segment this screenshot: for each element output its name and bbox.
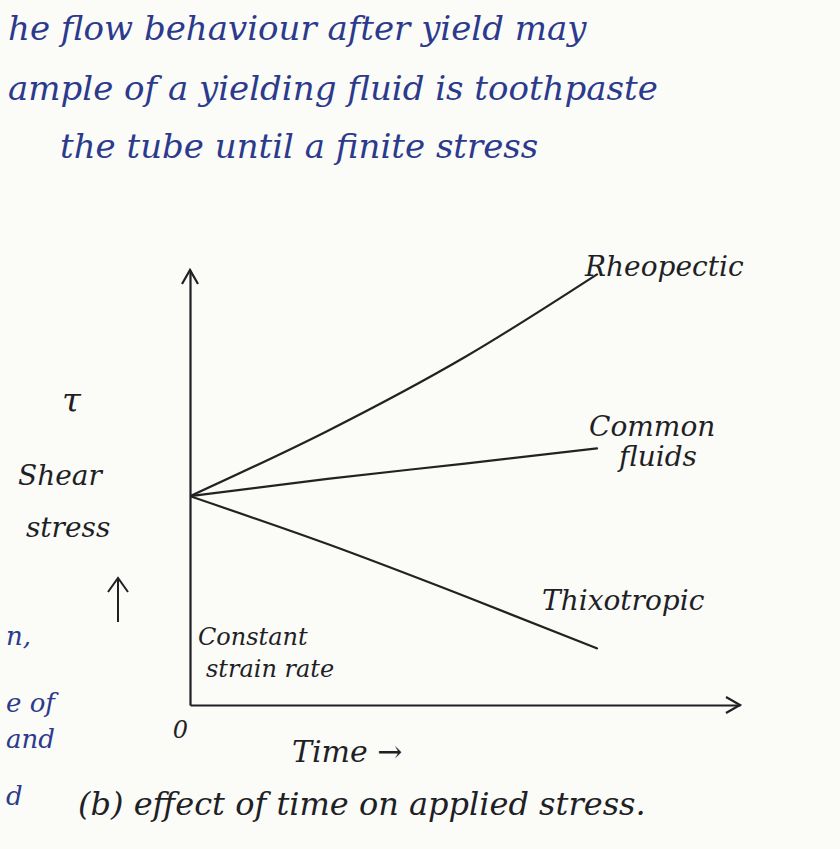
series-line	[190, 274, 597, 496]
note-line: the tube until a finite stress	[60, 126, 538, 166]
x-tick: 0	[173, 705, 191, 744]
figure: he flow behaviour after yield may ample o…	[0, 0, 840, 849]
caption: (b) effect of time on applied stress.	[78, 785, 646, 823]
margin-note: d	[6, 781, 23, 811]
margin-note: and	[6, 724, 55, 754]
series-label: Rheopectic	[584, 250, 744, 283]
note-line: ample of a yielding fluid is toothpaste	[8, 68, 658, 108]
y-title-arrow	[108, 578, 128, 622]
note-line: he flow behaviour after yield may	[8, 8, 587, 48]
margin-note: e of	[6, 688, 59, 718]
x-tick-label: 0	[173, 716, 188, 744]
x-axis: 0	[173, 705, 741, 744]
annotation: Constantstrain rate	[198, 623, 334, 683]
y-axis	[190, 271, 191, 706]
y-axis-title: Shearstress	[18, 459, 110, 544]
margin-note: n,	[6, 621, 31, 651]
x-axis-title: Time →	[292, 734, 402, 769]
series-label: Thixotropic	[542, 584, 705, 617]
tau-label: τ	[62, 380, 82, 420]
plot-area	[190, 274, 597, 648]
y-axis-arrow	[182, 270, 198, 284]
x-axis-arrow	[726, 697, 740, 713]
x-axis-line	[191, 704, 741, 706]
series-line	[190, 448, 597, 496]
y-axis-line	[189, 271, 191, 706]
series-label: Commonfluids	[589, 410, 715, 473]
